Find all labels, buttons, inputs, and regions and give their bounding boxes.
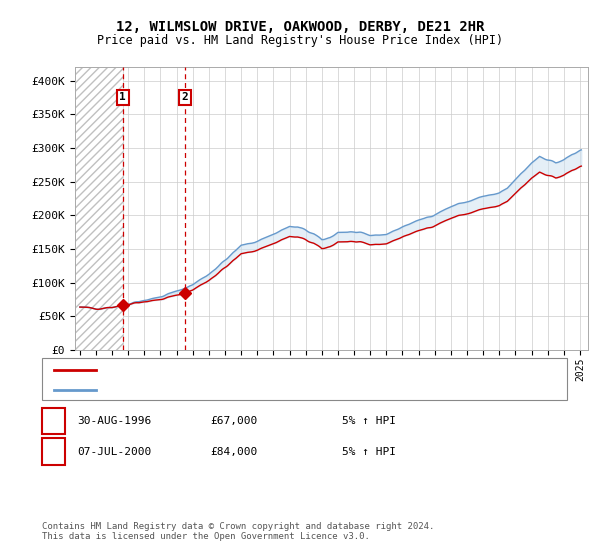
Text: 2: 2 [50, 447, 57, 456]
Text: 1: 1 [119, 92, 126, 102]
Text: 07-JUL-2000: 07-JUL-2000 [77, 447, 151, 456]
Bar [75, 67, 123, 350]
Text: £67,000: £67,000 [210, 416, 257, 426]
Text: £84,000: £84,000 [210, 447, 257, 456]
Text: 2: 2 [181, 92, 188, 102]
Text: 5% ↑ HPI: 5% ↑ HPI [342, 416, 396, 426]
Text: Price paid vs. HM Land Registry's House Price Index (HPI): Price paid vs. HM Land Registry's House … [97, 34, 503, 46]
Text: 12, WILMSLOW DRIVE, OAKWOOD, DERBY, DE21 2HR: 12, WILMSLOW DRIVE, OAKWOOD, DERBY, DE21… [116, 20, 484, 34]
Text: Contains HM Land Registry data © Crown copyright and database right 2024.
This d: Contains HM Land Registry data © Crown c… [42, 522, 434, 542]
Text: 12, WILMSLOW DRIVE, OAKWOOD, DERBY, DE21 2HR (detached house): 12, WILMSLOW DRIVE, OAKWOOD, DERBY, DE21… [102, 365, 460, 375]
Text: HPI: Average price, detached house, City of Derby: HPI: Average price, detached house, City… [102, 385, 390, 395]
Text: 30-AUG-1996: 30-AUG-1996 [77, 416, 151, 426]
Text: 5% ↑ HPI: 5% ↑ HPI [342, 447, 396, 456]
Text: 1: 1 [50, 416, 57, 426]
